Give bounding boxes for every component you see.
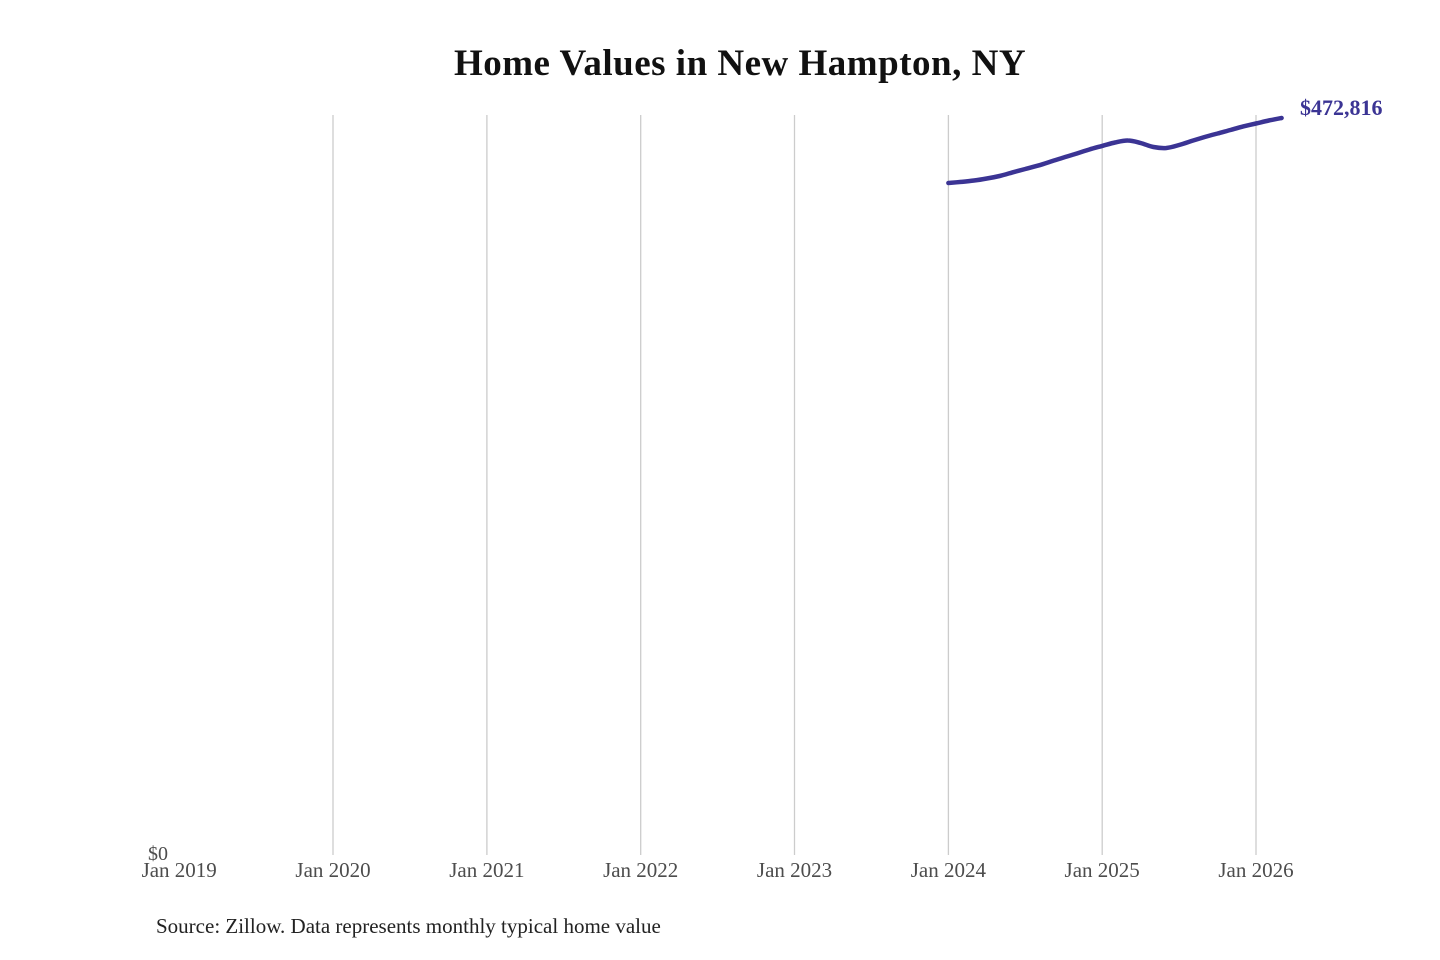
chart-title: Home Values in New Hampton, NY	[453, 43, 1027, 84]
x-axis-label: Jan 2025	[1064, 858, 1140, 882]
source-note: Source: Zillow. Data represents monthly …	[156, 914, 661, 938]
home-value-line	[946, 115, 1284, 186]
x-axis-label: Jan 2022	[603, 858, 679, 882]
latest-value-label: $472,816	[1300, 95, 1383, 120]
y-axis-zero-label: $0	[148, 843, 168, 865]
x-axis-label: Jan 2024	[910, 858, 986, 882]
x-axis-label: Jan 2019	[141, 858, 217, 882]
x-axis-label: Jan 2023	[756, 858, 833, 882]
x-axis-label: Jan 2026	[1218, 858, 1294, 882]
x-axis-label: Jan 2020	[295, 858, 371, 882]
x-axis-label: Jan 2021	[449, 858, 525, 882]
